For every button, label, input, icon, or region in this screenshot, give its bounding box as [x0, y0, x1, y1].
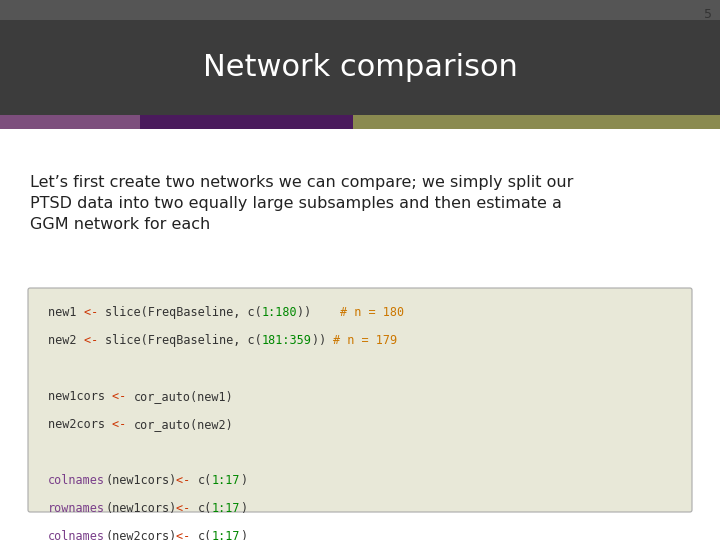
Text: colnames: colnames — [48, 474, 105, 487]
Text: <-: <- — [176, 474, 197, 487]
Text: slice(FreqBaseline, c(: slice(FreqBaseline, c( — [105, 306, 262, 319]
Text: 1:17: 1:17 — [212, 474, 240, 487]
Text: 5: 5 — [704, 8, 712, 21]
Bar — [0, 20, 720, 115]
Text: (new1cors): (new1cors) — [105, 502, 176, 515]
Text: slice(FreqBaseline, c(: slice(FreqBaseline, c( — [105, 334, 262, 347]
Text: <-: <- — [84, 306, 105, 319]
Text: colnames: colnames — [48, 530, 105, 540]
Bar — [0, 0, 720, 20]
Text: <-: <- — [176, 502, 197, 515]
Text: 1:17: 1:17 — [212, 502, 240, 515]
Text: c(: c( — [197, 474, 212, 487]
Text: 1:180: 1:180 — [262, 306, 297, 319]
Text: 181:359: 181:359 — [262, 334, 312, 347]
Text: c(: c( — [197, 502, 212, 515]
Bar — [353, 115, 720, 129]
Text: 1:17: 1:17 — [212, 530, 240, 540]
Text: cor_auto(new1): cor_auto(new1) — [133, 390, 233, 403]
Text: rownames: rownames — [48, 502, 105, 515]
Text: <-: <- — [112, 418, 133, 431]
Text: <-: <- — [176, 530, 197, 540]
Text: <-: <- — [112, 390, 133, 403]
Text: )): )) — [312, 334, 333, 347]
Text: ): ) — [240, 474, 248, 487]
Text: <-: <- — [84, 334, 105, 347]
Text: ): ) — [240, 502, 248, 515]
Text: (new2cors): (new2cors) — [105, 530, 176, 540]
FancyBboxPatch shape — [28, 288, 692, 512]
Text: )): )) — [297, 306, 340, 319]
Text: new2cors: new2cors — [48, 418, 112, 431]
Text: c(: c( — [197, 530, 212, 540]
Bar — [140, 115, 353, 129]
Text: Network comparison: Network comparison — [202, 53, 518, 82]
Text: new1: new1 — [48, 306, 84, 319]
Text: Let’s first create two networks we can compare; we simply split our
PTSD data in: Let’s first create two networks we can c… — [30, 175, 573, 232]
Text: new2: new2 — [48, 334, 84, 347]
Text: new1cors: new1cors — [48, 390, 112, 403]
Text: # n = 180: # n = 180 — [340, 306, 404, 319]
Text: # n = 179: # n = 179 — [333, 334, 397, 347]
Text: (new1cors): (new1cors) — [105, 474, 176, 487]
Text: ): ) — [240, 530, 248, 540]
Text: cor_auto(new2): cor_auto(new2) — [133, 418, 233, 431]
Bar — [0, 115, 140, 129]
